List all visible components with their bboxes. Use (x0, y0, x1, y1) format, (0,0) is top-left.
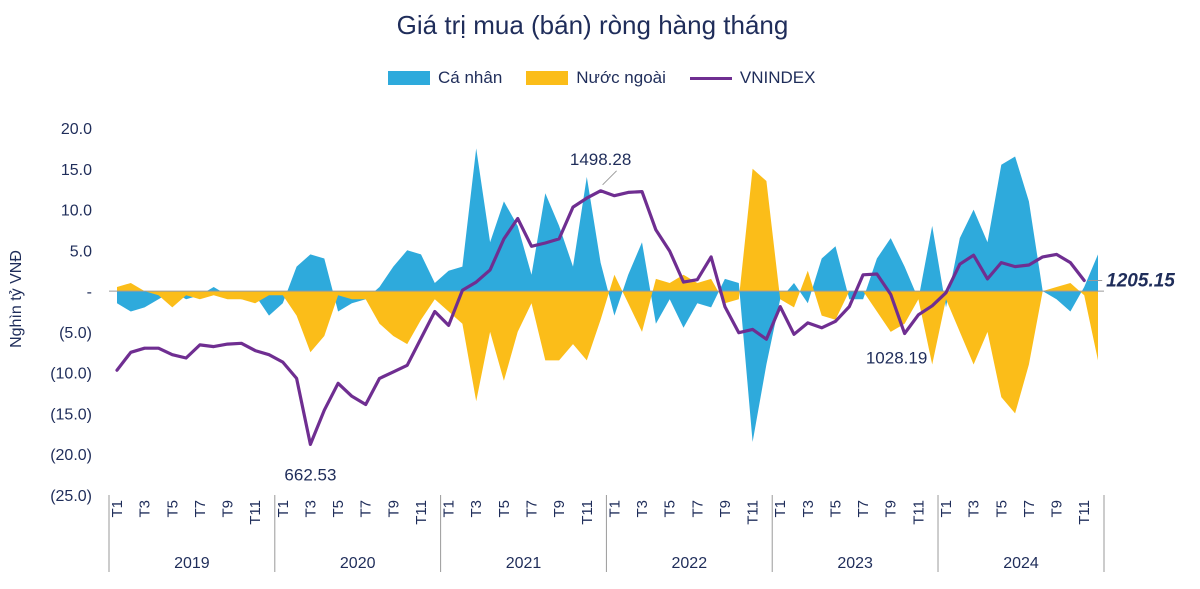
x-tick-label: T5 (330, 500, 347, 518)
x-tick-label: T1 (109, 500, 126, 518)
x-tick-label: T11 (413, 500, 430, 525)
x-tick-label: T3 (966, 500, 983, 518)
annotation-label: 1498.28 (570, 150, 631, 169)
x-tick-label: T5 (827, 500, 844, 518)
x-tick-label: T9 (551, 500, 568, 518)
annotation-label: 1028.19 (866, 349, 927, 368)
y-tick-label: (25.0) (50, 488, 92, 505)
y-tick-label: 10.0 (61, 203, 92, 220)
legend-swatch-ca-nhan (388, 71, 430, 85)
x-tick-label: T7 (524, 500, 541, 518)
y-tick-label: 20.0 (61, 121, 92, 138)
x-tick-label: T9 (883, 500, 900, 518)
y-tick-label: 5.0 (70, 243, 92, 260)
year-label: 2020 (340, 555, 376, 572)
x-tick-label: T5 (993, 500, 1010, 518)
x-tick-label: T11 (1076, 500, 1093, 525)
y-tick-label: 15.0 (61, 162, 92, 179)
x-tick-label: T1 (441, 500, 458, 518)
y-tick-label: (15.0) (50, 406, 92, 423)
series-nuoc-ngoai-area (117, 168, 1098, 414)
annotation-leader-line (602, 170, 617, 186)
x-tick-label: T1 (772, 500, 789, 518)
legend-label-nuoc-ngoai: Nước ngoài (576, 68, 666, 87)
x-tick-label: T11 (745, 500, 762, 525)
legend-label-ca-nhan: Cá nhân (438, 68, 503, 87)
chart-title: Giá trị mua (bán) ròng hàng tháng (396, 10, 789, 40)
year-label: 2023 (837, 555, 873, 572)
x-tick-label: T3 (468, 500, 485, 518)
x-tick-label: T7 (358, 500, 375, 518)
legend-item-nuoc-ngoai: Nước ngoài (526, 68, 666, 88)
x-tick-label: T1 (275, 500, 292, 518)
x-tick-label: T5 (496, 500, 513, 518)
annotation-label: 1205.15 (1106, 271, 1175, 292)
year-label: 2021 (506, 555, 542, 572)
legend-item-ca-nhan: Cá nhân (388, 68, 502, 88)
series-ca-nhan-area (117, 148, 1098, 442)
x-tick-label: T1 (606, 500, 623, 518)
x-tick-label: T3 (302, 500, 319, 518)
legend-item-vnindex: VNINDEX (689, 68, 816, 88)
x-tick-label: T9 (717, 500, 734, 518)
x-tick-label: T3 (137, 500, 154, 518)
x-tick-label: T9 (385, 500, 402, 518)
x-tick-label: T3 (800, 500, 817, 518)
x-tick-label: T7 (1021, 500, 1038, 518)
x-tick-label: T11 (247, 500, 264, 525)
y-tick-label: - (87, 284, 92, 301)
y-tick-label: (5.0) (59, 325, 92, 342)
legend-swatch-vnindex (689, 76, 732, 80)
x-tick-label: T1 (938, 500, 955, 518)
x-tick-label: T3 (634, 500, 651, 518)
legend-swatch-nuoc-ngoai (526, 71, 569, 85)
x-tick-label: T5 (164, 500, 181, 518)
x-tick-label: T5 (662, 500, 679, 518)
series-vnindex-line (115, 189, 1086, 446)
year-label: 2024 (1003, 555, 1039, 572)
year-label: 2022 (672, 555, 708, 572)
year-label: 2019 (174, 555, 210, 572)
y-tick-label: (20.0) (50, 447, 92, 464)
x-tick-label: T9 (220, 500, 237, 518)
x-tick-label: T7 (855, 500, 872, 518)
x-tick-label: T11 (579, 500, 596, 525)
legend: Cá nhân Nước ngoài VNINDEX (388, 68, 839, 88)
x-tick-label: T9 (1049, 500, 1066, 518)
legend-label-vnindex: VNINDEX (739, 68, 816, 87)
annotation-label: 662.53 (284, 465, 336, 484)
x-tick-label: T7 (689, 500, 706, 518)
y-tick-label: (10.0) (50, 366, 92, 383)
x-tick-label: T7 (192, 500, 209, 518)
x-tick-label: T11 (910, 500, 927, 525)
